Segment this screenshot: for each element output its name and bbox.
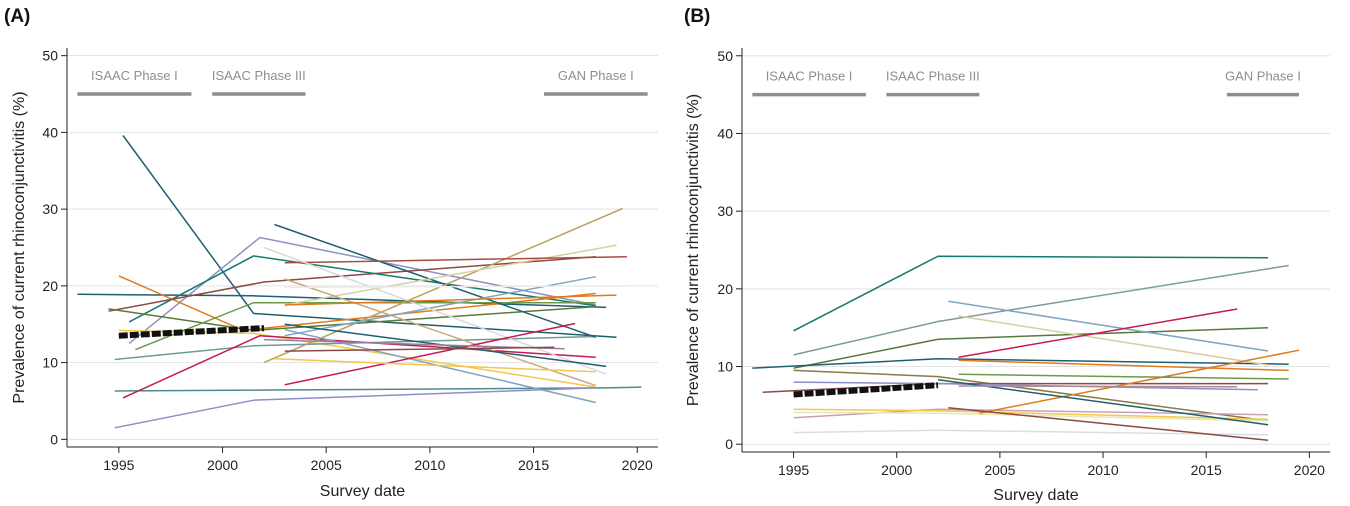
series-line	[793, 408, 1269, 421]
phase-label: ISAAC Phase I	[766, 69, 853, 84]
x-tick-label: 2015	[518, 457, 549, 473]
series-line	[793, 408, 1269, 419]
y-tick-label: 40	[42, 124, 58, 140]
series-line	[793, 381, 1258, 391]
y-tick-label: 30	[717, 203, 733, 219]
series-line	[793, 369, 1269, 422]
series-line	[284, 294, 617, 306]
panel-label: (B)	[684, 6, 710, 27]
x-tick-label: 2000	[207, 457, 238, 473]
y-tick-label: 0	[50, 431, 58, 447]
series-line	[958, 315, 1269, 366]
y-tick-label: 50	[42, 48, 58, 64]
x-axis-title: Survey date	[993, 487, 1078, 504]
y-tick-label: 40	[717, 125, 733, 141]
x-tick-label: 2015	[1191, 462, 1222, 478]
y-tick-label: 20	[42, 278, 58, 294]
x-tick-label: 2005	[311, 457, 342, 473]
series-line	[114, 335, 596, 361]
y-tick-label: 30	[42, 201, 58, 217]
series-line	[284, 322, 576, 386]
series-line	[274, 358, 596, 373]
series-line	[108, 255, 596, 312]
series-line	[793, 429, 1269, 436]
panel-label: (A)	[4, 6, 30, 27]
series-line	[122, 135, 617, 339]
series-line	[263, 207, 623, 364]
series-line	[793, 326, 1269, 369]
series-line	[793, 255, 1269, 332]
series-line	[948, 406, 1269, 442]
y-tick-label: 0	[725, 436, 733, 452]
phase-label: ISAAC Phase I	[91, 68, 178, 83]
series-line	[958, 308, 1238, 358]
series-line	[284, 278, 597, 387]
series-line	[958, 359, 1289, 372]
x-tick-label: 2010	[414, 457, 445, 473]
phase-label: GAN Phase I	[1225, 69, 1301, 84]
phase-label: ISAAC Phase III	[212, 68, 306, 83]
mean-trend-line	[118, 325, 265, 339]
y-axis-title: Prevalence of current rhinoconjunctiviti…	[11, 91, 28, 403]
series-line	[77, 293, 607, 309]
x-tick-label: 2000	[881, 462, 912, 478]
y-tick-label: 10	[717, 359, 733, 375]
series-line	[274, 223, 597, 339]
series-line	[284, 255, 627, 264]
series-line	[114, 387, 596, 429]
series-line	[979, 349, 1300, 414]
mean-trend-line	[793, 382, 939, 398]
series-line	[284, 285, 627, 289]
x-tick-label: 2010	[1087, 462, 1118, 478]
phase-label: GAN Phase I	[558, 68, 634, 83]
y-tick-label: 50	[717, 48, 733, 64]
series-line	[284, 244, 617, 306]
series-line	[948, 300, 1269, 352]
series-line	[263, 246, 607, 375]
x-tick-label: 2020	[1294, 462, 1325, 478]
x-tick-label: 1995	[103, 457, 134, 473]
series-line	[793, 411, 1269, 422]
panel-b: (B) 0 10 20 30 40 50 1995 2000 2005 2010 2015 2020 Su…	[684, 6, 1330, 504]
series-line	[752, 358, 1289, 369]
x-tick-label: 2020	[622, 457, 653, 473]
y-axis-title: Prevalence of current rhinoconjunctiviti…	[685, 94, 702, 406]
series-line	[958, 373, 1289, 380]
x-axis-title: Survey date	[320, 483, 405, 500]
series-line	[793, 264, 1289, 356]
series-line	[284, 346, 555, 352]
series-line	[128, 236, 596, 344]
series-line	[958, 385, 1238, 388]
y-tick-label: 10	[42, 355, 58, 371]
phase-label: ISAAC Phase III	[886, 69, 980, 84]
series-line	[937, 378, 1269, 426]
x-tick-label: 1995	[778, 462, 809, 478]
y-tick-label: 20	[717, 281, 733, 297]
series-line	[114, 386, 642, 392]
x-tick-label: 2005	[984, 462, 1015, 478]
panel-a: (A) 0 10 20 30 40 50 1995 2000 2005 2010 2015 2020 Su…	[4, 6, 658, 500]
